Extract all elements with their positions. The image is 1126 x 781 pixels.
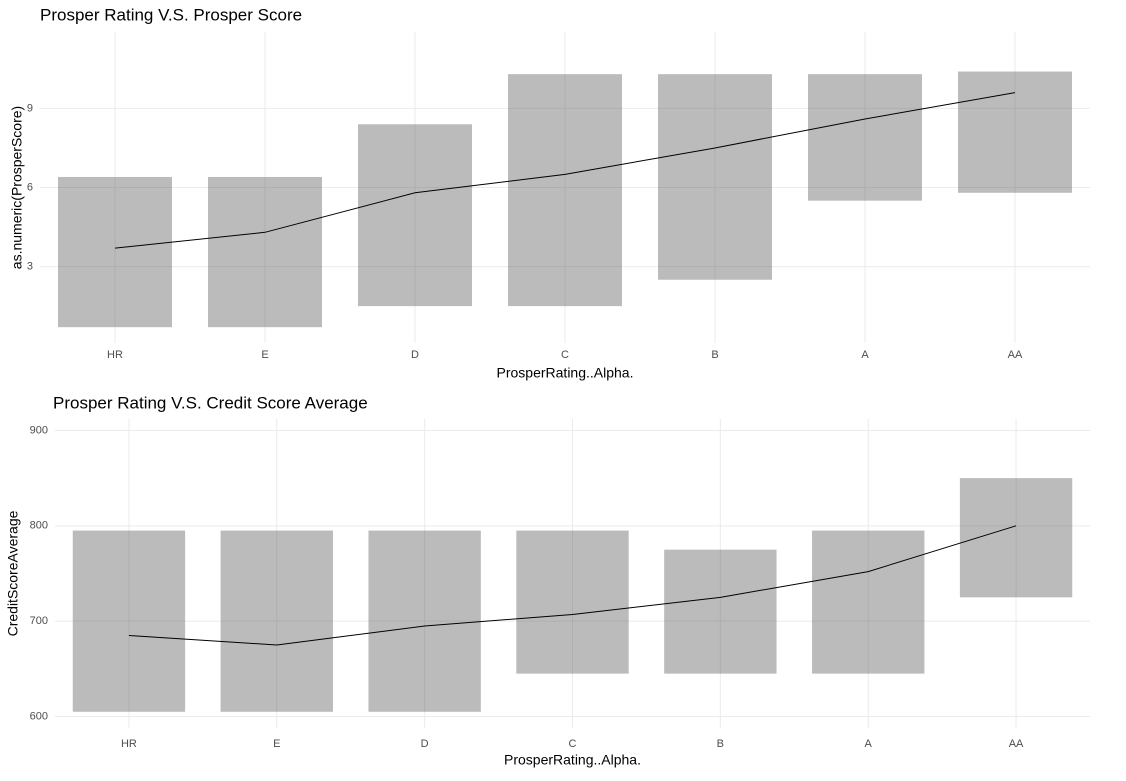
chart-title: Prosper Rating V.S. Credit Score Average: [53, 393, 368, 412]
x-tick-label: AA: [1009, 738, 1024, 750]
point-cloud: [72, 530, 186, 712]
point-cloud: [208, 176, 322, 328]
y-tick-label: 3: [27, 260, 33, 272]
y-axis-label: CreditScoreAverage: [5, 510, 21, 636]
x-tick-label: D: [411, 349, 419, 361]
y-tick-label: 9: [27, 102, 33, 114]
point-cloud: [368, 530, 481, 712]
x-tick-label: E: [273, 738, 280, 750]
x-axis-label: ProsperRating..Alpha.: [497, 365, 634, 381]
x-tick-label: A: [865, 738, 873, 750]
point-cloud: [664, 549, 777, 674]
x-tick-label: E: [261, 349, 268, 361]
x-tick-label: HR: [121, 738, 137, 750]
x-tick-label: B: [711, 349, 718, 361]
y-tick-label: 900: [30, 424, 48, 436]
x-tick-label: C: [569, 738, 577, 750]
y-tick-label: 600: [30, 710, 48, 722]
y-tick-label: 800: [30, 520, 48, 532]
point-cloud: [958, 71, 1072, 193]
mean-line: [114, 92, 1016, 249]
point-cloud: [358, 124, 472, 307]
chart-title: Prosper Rating V.S. Prosper Score: [40, 5, 302, 24]
x-tick-label: D: [421, 738, 429, 750]
x-tick-label: B: [717, 738, 724, 750]
y-tick-label: 700: [30, 615, 48, 627]
point-cloud: [812, 530, 925, 674]
point-cloud: [508, 74, 622, 307]
point-cloud: [516, 530, 629, 674]
x-tick-label: AA: [1008, 349, 1023, 361]
point-cloud: [220, 530, 333, 712]
point-cloud: [808, 74, 922, 201]
mean-line: [128, 525, 1017, 646]
y-axis-label: as.numeric(ProsperScore): [9, 106, 25, 269]
point-cloud: [58, 176, 172, 328]
x-axis-label: ProsperRating..Alpha.: [504, 752, 641, 768]
x-tick-label: C: [561, 349, 569, 361]
x-tick-label: A: [861, 349, 869, 361]
y-tick-label: 6: [27, 181, 33, 193]
x-tick-label: HR: [107, 349, 123, 361]
point-cloud: [658, 74, 772, 280]
